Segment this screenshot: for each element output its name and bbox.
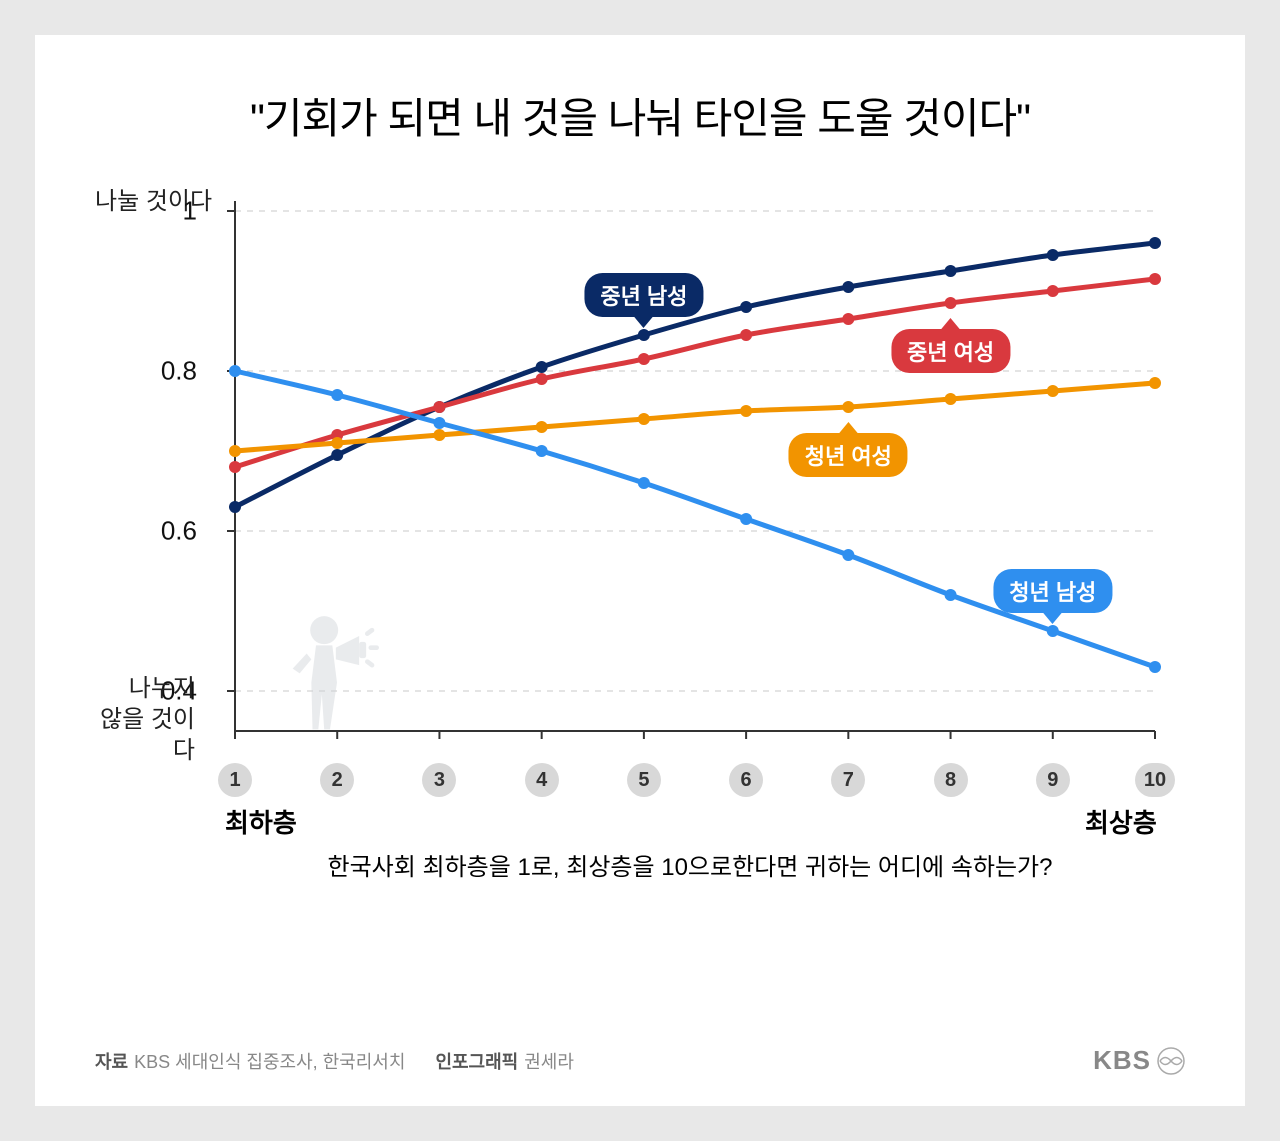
series-marker-young_male bbox=[638, 477, 650, 489]
series-label-mid_male: 중년 남성 bbox=[584, 273, 703, 317]
series-marker-young_female bbox=[740, 405, 752, 417]
series-marker-mid_female bbox=[433, 401, 445, 413]
x-category-pill: 6 bbox=[729, 763, 763, 797]
chart-area: 나눌 것이다 0.40.60.81 나누지않을 것이다 중년 남성중년 여성청년… bbox=[215, 191, 1165, 882]
x-category-pill: 4 bbox=[525, 763, 559, 797]
footer-infographic-label: 인포그래픽 bbox=[435, 1048, 518, 1074]
x-category-pill: 7 bbox=[831, 763, 865, 797]
x-axis-right-label: 최상층 bbox=[1085, 803, 1157, 840]
kbs-logo: KBS bbox=[1093, 1045, 1185, 1076]
x-category-pill: 10 bbox=[1135, 763, 1175, 797]
series-label-mid_female: 중년 여성 bbox=[891, 329, 1010, 373]
series-marker-mid_male bbox=[740, 301, 752, 313]
x-axis-subtitle: 한국사회 최하층을 1로, 최상층을 10으로한다면 귀하는 어디에 속하는가? bbox=[215, 847, 1165, 882]
series-label-young_female: 청년 여성 bbox=[789, 433, 908, 477]
footer-source-label: 자료 bbox=[95, 1048, 128, 1074]
series-marker-young_female bbox=[1149, 377, 1161, 389]
x-category-pill: 5 bbox=[627, 763, 661, 797]
x-category-pill: 8 bbox=[934, 763, 968, 797]
series-marker-mid_female bbox=[536, 373, 548, 385]
series-marker-mid_female bbox=[229, 461, 241, 473]
series-marker-mid_female bbox=[945, 297, 957, 309]
series-marker-young_male bbox=[1047, 625, 1059, 637]
x-category-pill: 9 bbox=[1036, 763, 1070, 797]
series-marker-mid_male bbox=[331, 449, 343, 461]
kbs-logo-text: KBS bbox=[1093, 1045, 1151, 1076]
series-marker-young_female bbox=[331, 437, 343, 449]
series-marker-mid_male bbox=[229, 501, 241, 513]
series-marker-young_female bbox=[433, 429, 445, 441]
series-marker-mid_male bbox=[1149, 237, 1161, 249]
series-marker-young_male bbox=[740, 513, 752, 525]
x-category-pill: 3 bbox=[422, 763, 456, 797]
series-marker-young_female bbox=[229, 445, 241, 457]
kbs-wave-icon bbox=[1157, 1047, 1185, 1075]
series-line-young_female bbox=[235, 383, 1155, 451]
series-marker-young_male bbox=[536, 445, 548, 457]
chart-footer: 자료 KBS 세대인식 집중조사, 한국리서치 인포그래픽 권세라 KBS bbox=[95, 1045, 1185, 1076]
y-axis-bottom-label: 나누지않을 것이다 bbox=[85, 673, 195, 767]
x-category-pill: 2 bbox=[320, 763, 354, 797]
series-label-young_male: 청년 남성 bbox=[993, 569, 1112, 613]
series-marker-young_male bbox=[331, 389, 343, 401]
y-tick-label: 0.6 bbox=[161, 516, 197, 547]
series-marker-young_female bbox=[842, 401, 854, 413]
series-marker-mid_male bbox=[536, 361, 548, 373]
series-marker-mid_female bbox=[1149, 273, 1161, 285]
series-marker-young_male bbox=[842, 549, 854, 561]
series-marker-young_male bbox=[433, 417, 445, 429]
series-marker-mid_female bbox=[638, 353, 650, 365]
y-tick-label: 0.8 bbox=[161, 356, 197, 387]
megaphone-icon bbox=[270, 601, 390, 741]
series-marker-young_female bbox=[536, 421, 548, 433]
series-marker-young_male bbox=[229, 365, 241, 377]
series-marker-young_female bbox=[638, 413, 650, 425]
chart-container: "기회가 되면 내 것을 나눠 타인을 도울 것이다" 나눌 것이다 0.40.… bbox=[35, 35, 1245, 1106]
footer-source-text: KBS 세대인식 집중조사, 한국리서치 bbox=[134, 1048, 405, 1074]
footer-infographic-text: 권세라 bbox=[524, 1048, 574, 1074]
x-axis-category-pills: 1 2 3 4 5 6 7 8 9 10 bbox=[215, 763, 1175, 803]
series-marker-mid_female bbox=[842, 313, 854, 325]
x-axis-left-label: 최하층 bbox=[225, 803, 297, 840]
x-axis-endpoint-labels: 최하층 최상층 bbox=[215, 803, 1175, 839]
series-marker-young_female bbox=[945, 393, 957, 405]
series-marker-young_female bbox=[1047, 385, 1059, 397]
series-marker-mid_female bbox=[1047, 285, 1059, 297]
series-marker-mid_male bbox=[1047, 249, 1059, 261]
series-marker-mid_male bbox=[842, 281, 854, 293]
y-tick-label: 1 bbox=[183, 196, 197, 227]
x-category-pill: 1 bbox=[218, 763, 252, 797]
series-marker-mid_male bbox=[638, 329, 650, 341]
chart-title: "기회가 되면 내 것을 나눠 타인을 도울 것이다" bbox=[95, 85, 1185, 146]
series-marker-young_male bbox=[945, 589, 957, 601]
series-marker-young_male bbox=[1149, 661, 1161, 673]
series-marker-mid_male bbox=[945, 265, 957, 277]
series-marker-mid_female bbox=[740, 329, 752, 341]
